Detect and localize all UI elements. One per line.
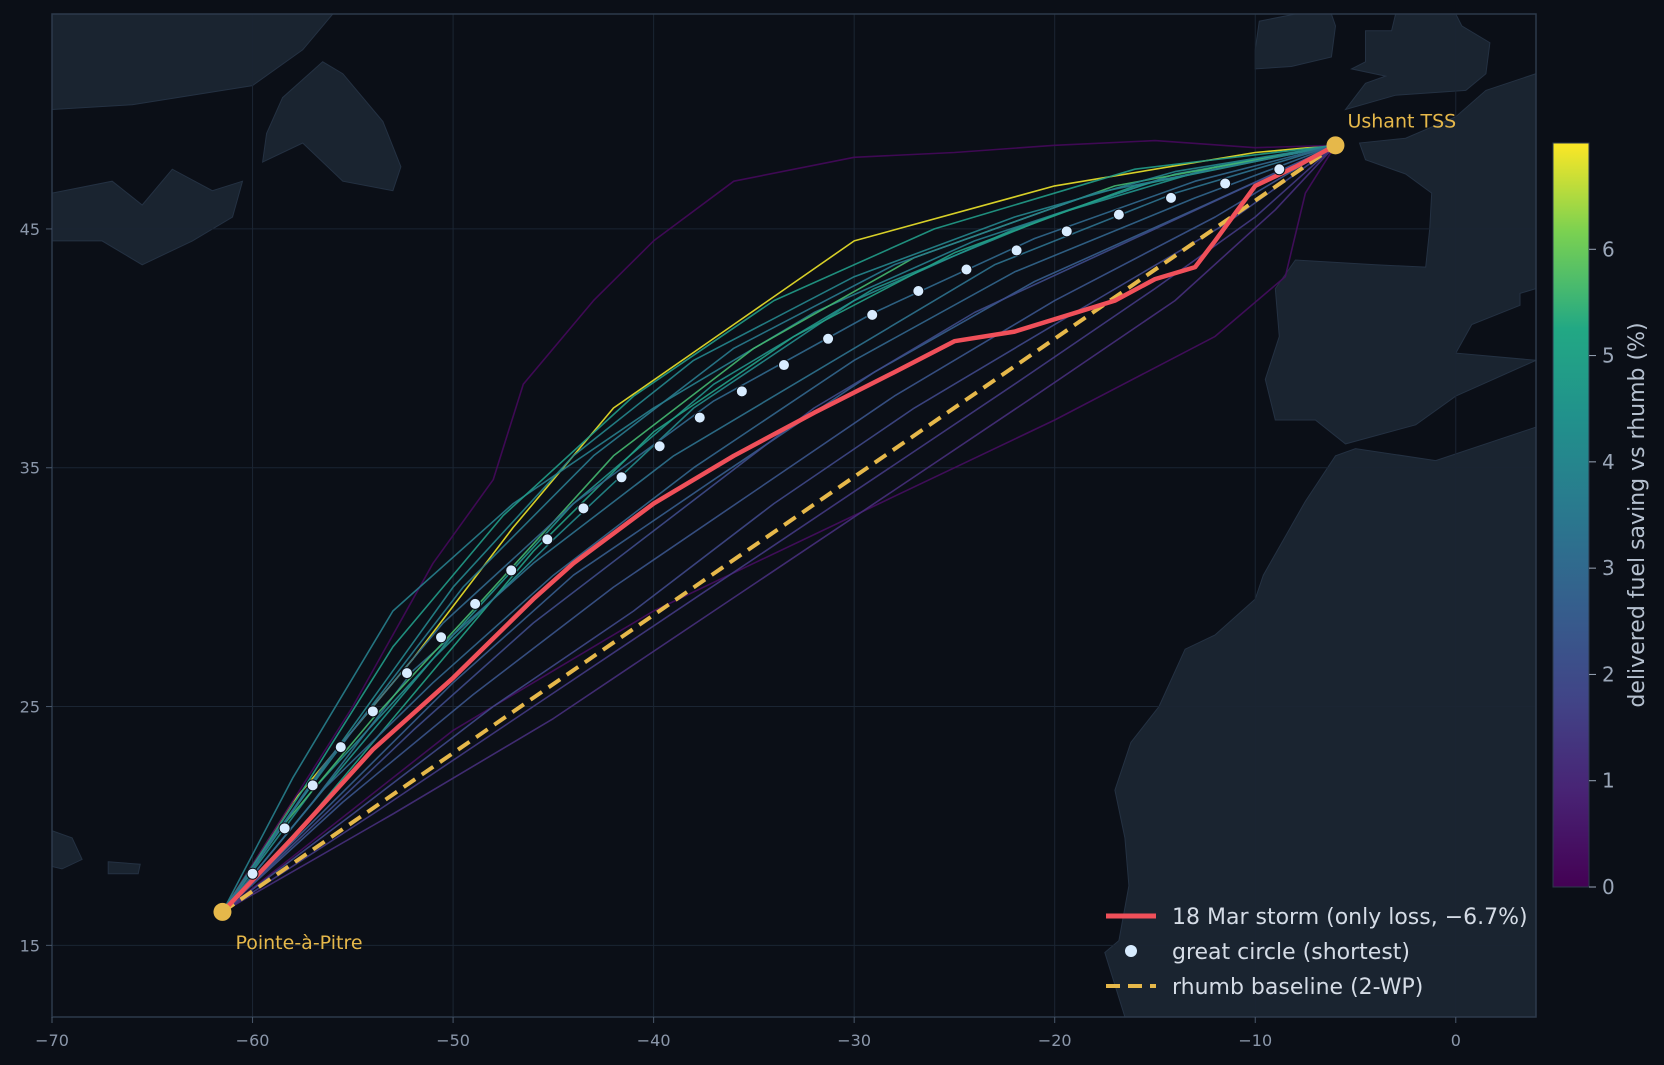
highlight-routes xyxy=(213,136,1345,921)
ensemble-route xyxy=(222,144,1337,913)
y-axis-ticks: 15 25 35 45 xyxy=(20,220,52,955)
x-tick-label: −40 xyxy=(637,1031,671,1050)
colorbar-tick-label: 0 xyxy=(1602,875,1615,899)
legend-storm-label: 18 Mar storm (only loss, −6.7%) xyxy=(1172,905,1528,930)
ensemble-route xyxy=(222,144,1337,913)
x-axis-ticks: −70 −60 −50 −40 −30 −20 −10 0 xyxy=(35,1017,1461,1050)
great-circle-point xyxy=(777,359,790,372)
great-circle-point xyxy=(278,822,291,835)
land-cuba-fl xyxy=(52,830,83,870)
colorbar-tick-label: 5 xyxy=(1602,344,1615,368)
legend-great-circle-label: great circle (shortest) xyxy=(1172,940,1410,965)
land-africa-iberia xyxy=(1264,73,1536,445)
legend-great-circle-swatch xyxy=(1125,945,1137,957)
land-layer xyxy=(52,14,1536,1017)
great-circle-point xyxy=(435,631,448,644)
great-circle-point xyxy=(693,411,706,424)
colorbar-tick-label: 1 xyxy=(1602,769,1615,793)
colorbar: 0 1 2 3 4 5 6 delivered fuel saving vs rhumb (… xyxy=(1552,142,1650,899)
ensemble-route xyxy=(221,144,1336,913)
great-circle-point xyxy=(912,285,925,298)
destination-port: Ushant TSS xyxy=(1347,110,1456,132)
great-circle-point xyxy=(1112,208,1125,221)
y-tick-label: 35 xyxy=(20,459,40,478)
colorbar-gradient xyxy=(1552,142,1590,888)
great-circle-point xyxy=(1165,191,1178,204)
great-circle-point xyxy=(306,779,319,792)
x-tick-label: −60 xyxy=(236,1031,270,1050)
ensemble-route xyxy=(221,144,1336,913)
great-circle-point xyxy=(615,471,628,484)
ensemble-route xyxy=(221,144,1336,913)
ensemble-route xyxy=(221,144,1336,913)
great-circle-point xyxy=(822,332,835,345)
great-circle-point xyxy=(505,564,518,577)
colorbar-tick-label: 6 xyxy=(1602,237,1615,261)
great-circle-point xyxy=(1219,177,1232,190)
great-circle-point xyxy=(246,867,259,880)
ensemble-route xyxy=(221,144,1336,913)
land-africa xyxy=(1104,426,1536,1017)
plot-frame xyxy=(51,13,1537,1018)
ensemble-route xyxy=(221,144,1336,913)
ensemble-routes xyxy=(221,139,1337,913)
storm-route xyxy=(220,143,1337,914)
colorbar-ticks: 0 1 2 3 4 5 6 xyxy=(1589,237,1615,899)
land-ireland xyxy=(1254,14,1337,70)
colorbar-label: delivered fuel saving vs rhumb (%) xyxy=(1625,322,1650,707)
legend-rhumb-label: rhumb baseline (2-WP) xyxy=(1172,975,1423,1000)
great-circle-point xyxy=(577,502,590,515)
x-tick-label: −20 xyxy=(1038,1031,1072,1050)
great-circle-point xyxy=(469,597,482,610)
ensemble-route xyxy=(221,139,1336,913)
legend: 18 Mar storm (only loss, −6.7%) great ci… xyxy=(1106,905,1528,1000)
colorbar-tick-label: 2 xyxy=(1602,662,1615,686)
y-tick-label: 15 xyxy=(20,936,40,955)
origin-marker xyxy=(213,902,232,921)
rhumb-line xyxy=(221,143,1337,914)
y-tick-label: 45 xyxy=(20,220,40,239)
great-circle-point xyxy=(653,440,666,453)
ensemble-route xyxy=(221,144,1336,913)
x-tick-label: 0 xyxy=(1451,1031,1461,1050)
colorbar-tick-label: 4 xyxy=(1602,450,1615,474)
ensemble-route xyxy=(222,144,1337,913)
x-tick-label: −50 xyxy=(436,1031,470,1050)
origin-label: Pointe-à-Pitre xyxy=(235,932,362,954)
ensemble-route xyxy=(221,144,1336,913)
great-circle-point xyxy=(366,705,379,718)
great-circle-point xyxy=(960,263,973,276)
land-newfoundland xyxy=(261,61,402,192)
ensemble-route xyxy=(221,144,1336,913)
x-tick-label: −70 xyxy=(35,1031,69,1050)
land-puerto-rico xyxy=(107,861,141,875)
y-tick-label: 25 xyxy=(20,698,40,717)
great-circle-point xyxy=(334,741,347,754)
colorbar-tick-label: 3 xyxy=(1602,556,1615,580)
great-circle-point xyxy=(735,385,748,398)
origin-port: Pointe-à-Pitre xyxy=(235,932,362,954)
ensemble-route xyxy=(221,144,1336,913)
x-tick-label: −30 xyxy=(837,1031,871,1050)
great-circle-point xyxy=(400,667,413,680)
great-circle-point xyxy=(866,308,879,321)
x-tick-label: −10 xyxy=(1238,1031,1272,1050)
land-great-britain xyxy=(1344,14,1491,111)
great-circle-point xyxy=(541,533,554,546)
great-circle-point xyxy=(1010,244,1023,257)
land-north-america xyxy=(52,14,244,266)
destination-marker xyxy=(1326,136,1345,155)
destination-label: Ushant TSS xyxy=(1347,110,1456,132)
great-circle-point xyxy=(1273,163,1286,176)
great-circle-point xyxy=(1060,225,1073,238)
